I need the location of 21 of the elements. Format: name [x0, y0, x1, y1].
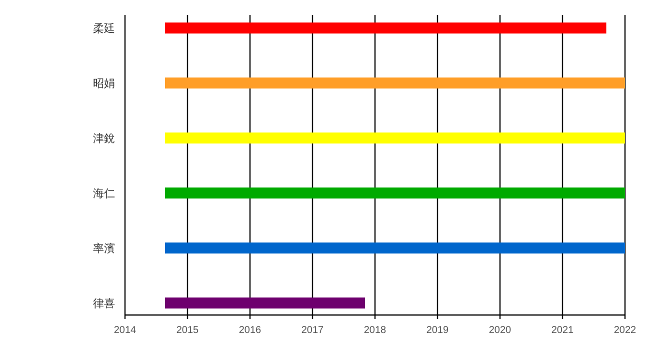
x-tick-label: 2014	[114, 325, 137, 336]
x-tick-label: 2020	[488, 325, 512, 336]
x-tick-label: 2015	[176, 325, 200, 336]
bar	[165, 78, 625, 88]
y-tick-label: 律喜	[93, 297, 115, 310]
x-tick-label: 2017	[301, 325, 324, 336]
x-tick-label: 2016	[238, 325, 262, 336]
bar	[165, 132, 625, 144]
x-tick-label: 2019	[426, 325, 450, 336]
x-tick-label: 2021	[551, 325, 574, 336]
bar	[165, 298, 365, 308]
y-tick-label: 昭娟	[93, 78, 115, 90]
bar	[165, 242, 625, 254]
y-tick-label: 柔廷	[93, 23, 115, 35]
y-tick-label: 率濱	[93, 242, 115, 255]
bar	[165, 22, 606, 34]
y-tick-label: 海仁	[93, 188, 115, 200]
x-tick-label: 2022	[614, 325, 637, 336]
bar	[165, 188, 625, 198]
x-tick-label: 2018	[364, 325, 387, 336]
y-tick-label: 津銳	[93, 132, 115, 145]
